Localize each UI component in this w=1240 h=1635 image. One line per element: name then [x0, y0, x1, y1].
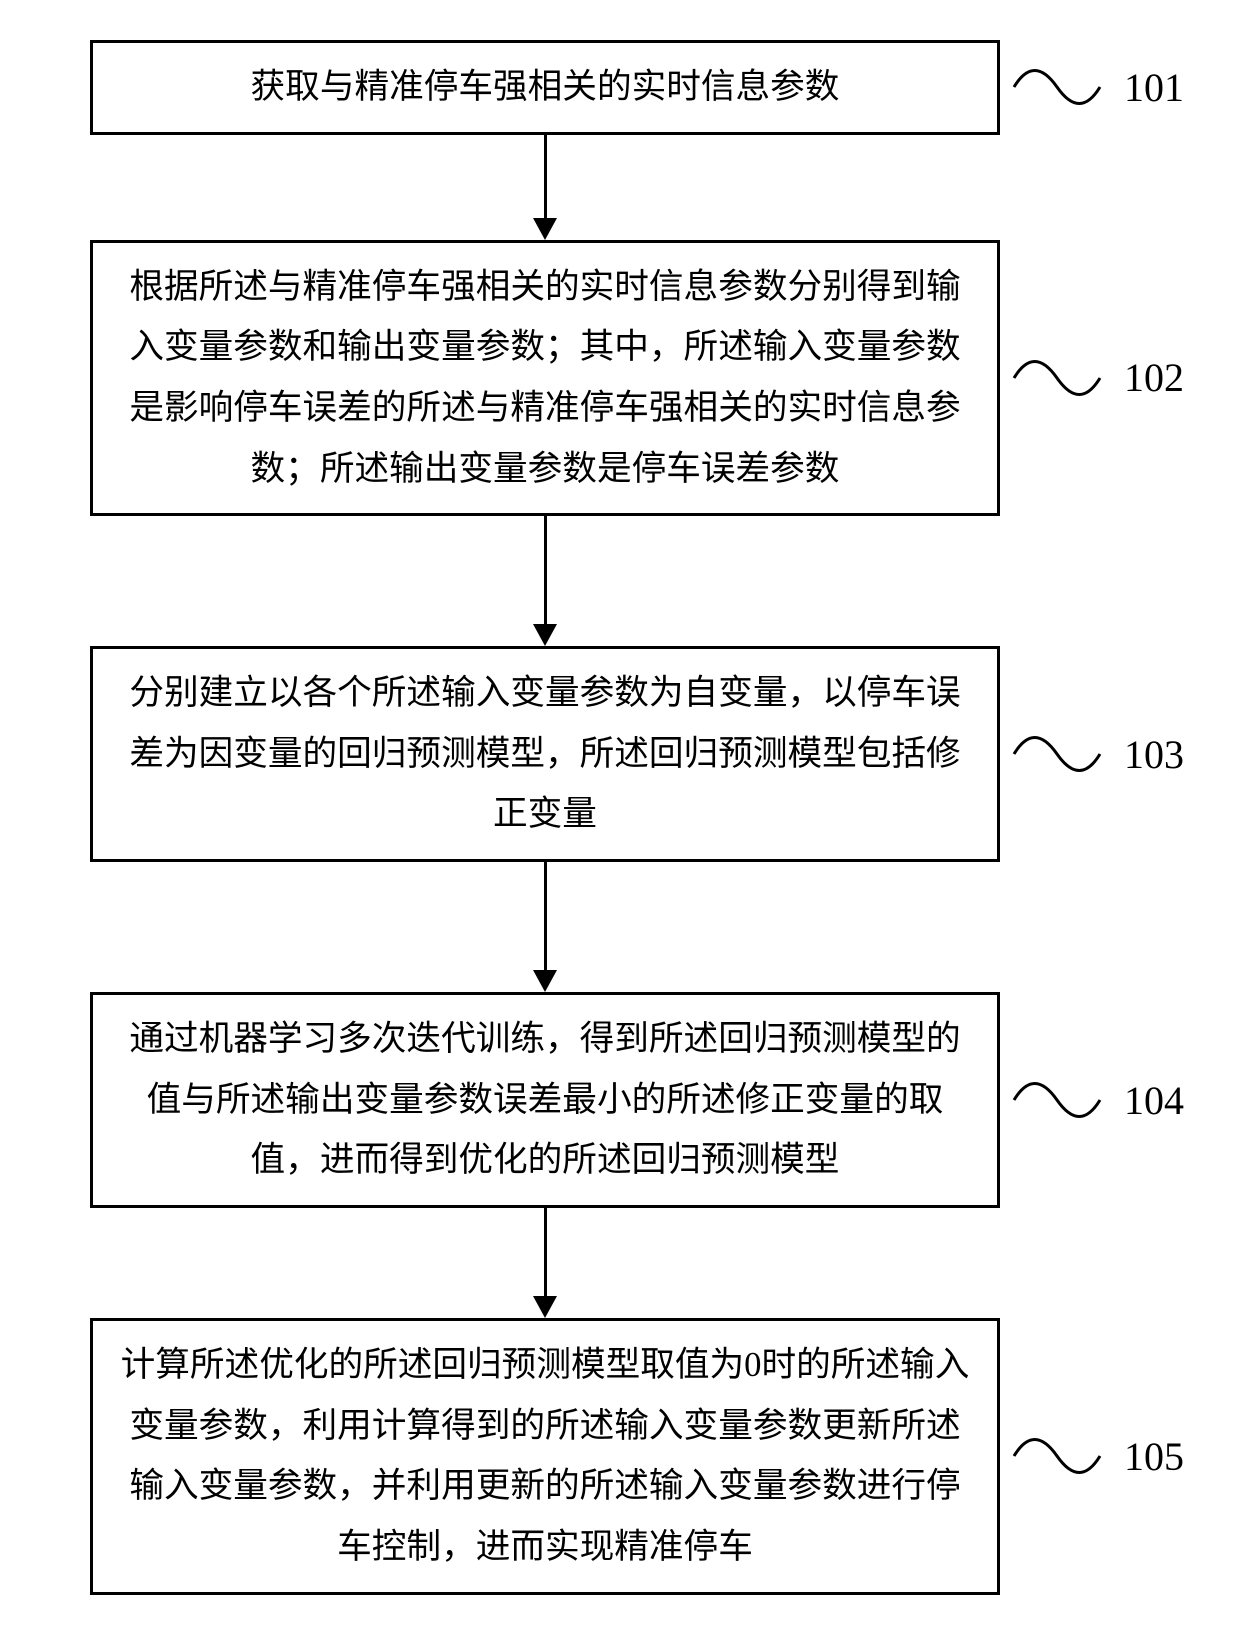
arrow-head-icon: [533, 218, 557, 240]
step-label-103: 103: [1124, 731, 1184, 778]
step-label-104: 104: [1124, 1077, 1184, 1124]
step-row-103: 分别建立以各个所述输入变量参数为自变量，以停车误差为因变量的回归预测模型，所述回…: [30, 646, 1210, 862]
wave-icon: [1012, 1075, 1102, 1125]
step-row-102: 根据所述与精准停车强相关的实时信息参数分别得到输入变量参数和输出变量参数；其中，…: [30, 240, 1210, 517]
step-label-105: 105: [1124, 1433, 1184, 1480]
arrow-104-105: [533, 1208, 557, 1318]
arrow-head-icon: [533, 1296, 557, 1318]
step-box-105: 计算所述优化的所述回归预测模型取值为0时的所述输入变量参数，利用计算得到的所述输…: [90, 1318, 1000, 1595]
connector-104: 104: [1012, 1075, 1184, 1125]
step-box-102: 根据所述与精准停车强相关的实时信息参数分别得到输入变量参数和输出变量参数；其中，…: [90, 240, 1000, 517]
arrow-line: [544, 1208, 547, 1296]
wave-icon: [1012, 353, 1102, 403]
connector-103: 103: [1012, 729, 1184, 779]
wave-icon: [1012, 62, 1102, 112]
arrow-101-102: [533, 135, 557, 240]
arrow-102-103: [533, 516, 557, 646]
step-row-101: 获取与精准停车强相关的实时信息参数 101: [30, 40, 1210, 135]
step-box-104: 通过机器学习多次迭代训练，得到所述回归预测模型的值与所述输出变量参数误差最小的所…: [90, 992, 1000, 1208]
arrow-head-icon: [533, 970, 557, 992]
step-label-101: 101: [1124, 64, 1184, 111]
step-label-102: 102: [1124, 354, 1184, 401]
wave-icon: [1012, 1431, 1102, 1481]
flowchart-container: 获取与精准停车强相关的实时信息参数 101 根据所述与精准停车强相关的实时信息参…: [30, 40, 1210, 1595]
step-box-103: 分别建立以各个所述输入变量参数为自变量，以停车误差为因变量的回归预测模型，所述回…: [90, 646, 1000, 862]
step-box-101: 获取与精准停车强相关的实时信息参数: [90, 40, 1000, 135]
arrow-line: [544, 862, 547, 970]
arrow-head-icon: [533, 624, 557, 646]
connector-102: 102: [1012, 353, 1184, 403]
step-row-105: 计算所述优化的所述回归预测模型取值为0时的所述输入变量参数，利用计算得到的所述输…: [30, 1318, 1210, 1595]
wave-icon: [1012, 729, 1102, 779]
arrow-line: [544, 135, 547, 218]
connector-105: 105: [1012, 1431, 1184, 1481]
arrow-103-104: [533, 862, 557, 992]
connector-101: 101: [1012, 62, 1184, 112]
step-row-104: 通过机器学习多次迭代训练，得到所述回归预测模型的值与所述输出变量参数误差最小的所…: [30, 992, 1210, 1208]
arrow-line: [544, 516, 547, 624]
